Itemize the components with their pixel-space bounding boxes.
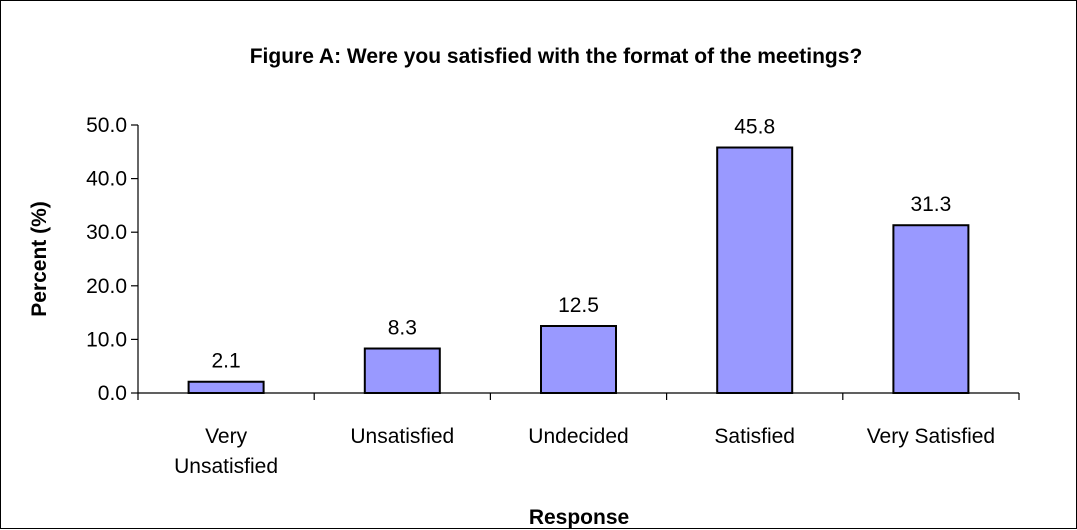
chart-title: Figure A: Were you satisfied with the fo… [250,45,863,68]
y-tick-label: 50.0 [86,114,127,137]
category-label-line: Unsatisfied [350,425,454,448]
plot-area: 0.0 10.0 20.0 30.0 40.0 50.0 2.1 Very Unsatisfie… [86,114,1019,478]
category-label: Very Unsatisfied [174,425,278,478]
category-label: Undecided [528,425,628,448]
data-label: 8.3 [388,317,417,340]
y-tick-label: 40.0 [86,168,127,191]
bar [365,349,440,393]
category-label-line: Unsatisfied [174,455,278,478]
y-axis-title: Percent (%) [28,201,51,317]
category-label-line: Very Satisfied [867,425,995,448]
category-label: Satisfied [714,425,795,448]
bar [189,382,264,393]
data-label: 12.5 [558,294,599,317]
y-tick-label: 30.0 [86,221,127,244]
data-label: 31.3 [910,193,951,216]
y-tick-label: 20.0 [86,275,127,298]
data-label: 2.1 [211,350,240,373]
bar [541,326,616,393]
bar [893,225,968,393]
x-axis-title: Response [529,506,629,529]
category-label-line: Very [205,425,248,448]
category-label-line: Satisfied [714,425,795,448]
y-tick-label: 10.0 [86,328,127,351]
category-label-line: Undecided [528,425,628,448]
y-tick-label: 0.0 [98,382,127,405]
category-label: Unsatisfied [350,425,454,448]
data-label: 45.8 [734,116,775,139]
bar [717,148,792,393]
category-label: Very Satisfied [867,425,995,448]
